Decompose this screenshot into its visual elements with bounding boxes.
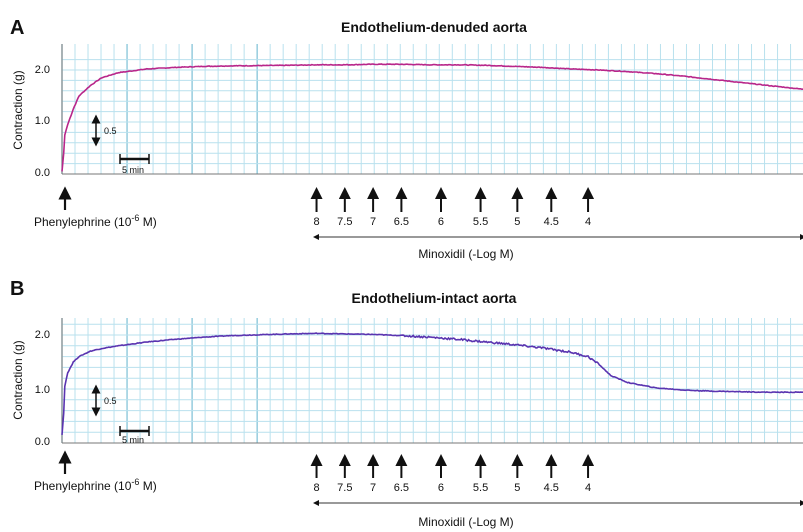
panel-b-force-scale-label: 0.5 (104, 396, 117, 406)
panel-a-ytick-2: 2.0 (35, 64, 50, 76)
dose-label: 4 (585, 482, 591, 494)
panel-a-trace-line (61, 63, 803, 172)
dose-label: 4.5 (544, 482, 559, 494)
dose-label: 7.5 (337, 482, 352, 494)
panel-b-trace-line (61, 332, 803, 435)
panel-a-time-scale-label: 5 min (122, 165, 144, 175)
dose-label: 6 (438, 216, 444, 228)
panel-a-ytick-1: 1.0 (35, 115, 50, 127)
panel-a: A Endothelium-denuded aorta Contraction … (10, 17, 803, 261)
panel-b-dose-markers: 8 7.5 7 6.5 6 5.5 5 4.5 4 (310, 454, 595, 494)
panel-a-grid (61, 44, 803, 175)
panel-b-time-scale-label: 5 min (122, 435, 144, 445)
panel-b: B Endothelium-intact aorta Contraction (… (10, 278, 803, 529)
panel-a-title: Endothelium-denuded aorta (341, 19, 527, 35)
panel-b-ylabel: Contraction (g) (11, 340, 25, 419)
dose-label: 6 (438, 482, 444, 494)
panel-a-ylabel: Contraction (g) (11, 70, 25, 149)
panel-a-dose-markers: 8 7.5 7 6.5 6 5.5 5 4.5 4 (310, 187, 595, 228)
dose-label: 6.5 (394, 482, 409, 494)
panel-b-ytick-1: 1.0 (35, 384, 50, 396)
dose-label: 5 (514, 482, 520, 494)
panel-b-ytick-0: 0.0 (35, 436, 50, 448)
panel-a-force-scale-label: 0.5 (104, 126, 117, 136)
panel-b-grid (61, 318, 803, 444)
panel-b-title: Endothelium-intact aorta (352, 290, 517, 306)
panel-b-phenylephrine-label: Phenylephrine (10-6 M) (34, 477, 157, 493)
panel-b-minoxidil-label: Minoxidil (-Log M) (418, 515, 513, 529)
panel-a-phenylephrine-label: Phenylephrine (10-6 M) (34, 213, 157, 229)
dose-label: 5.5 (473, 482, 488, 494)
panel-a-minoxidil-label: Minoxidil (-Log M) (418, 247, 513, 261)
dose-label: 4.5 (544, 216, 559, 228)
panel-a-ytick-0: 0.0 (35, 167, 50, 179)
panel-letter-b: B (10, 278, 24, 300)
dose-label: 6.5 (394, 216, 409, 228)
dose-label: 7.5 (337, 216, 352, 228)
panel-b-ytick-2: 2.0 (35, 329, 50, 341)
dose-label: 8 (313, 216, 319, 228)
dose-label: 7 (370, 482, 376, 494)
panel-letter-a: A (10, 17, 24, 39)
dose-label: 7 (370, 216, 376, 228)
dose-label: 5 (514, 216, 520, 228)
dose-label: 4 (585, 216, 591, 228)
dose-label: 8 (313, 482, 319, 494)
dose-label: 5.5 (473, 216, 488, 228)
